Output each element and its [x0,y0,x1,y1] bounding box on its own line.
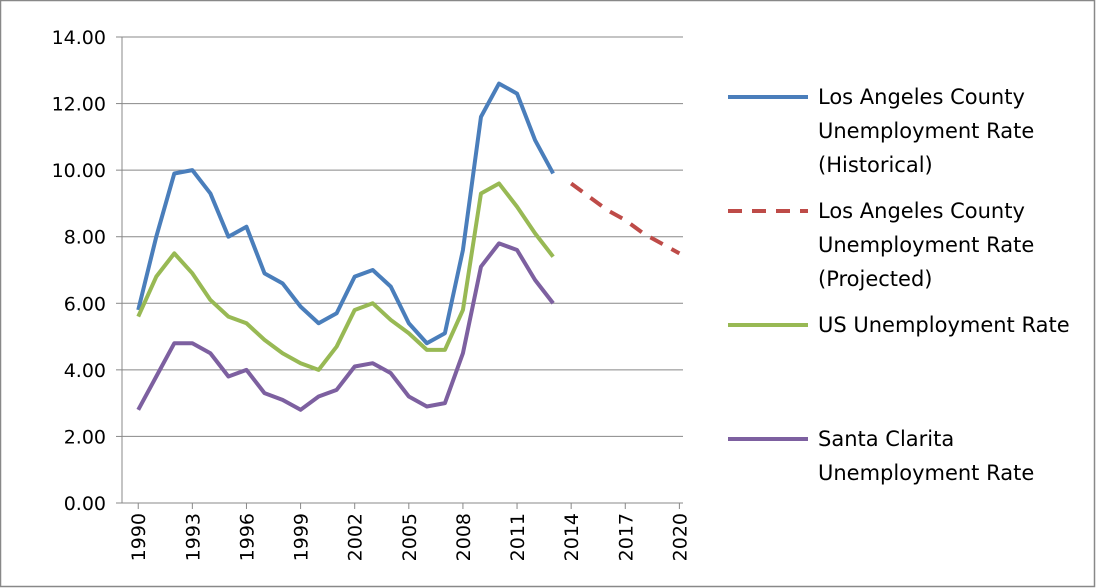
x-tick-label: 2017 [615,513,637,561]
series-line [569,181,681,256]
y-tick-label: 6.00 [64,293,106,315]
y-tick-label: 10.00 [52,160,106,182]
legend-label: US Unemployment Rate [818,313,1070,337]
legend-entry: Los Angeles County Unemployment Rate (Hi… [726,80,1086,194]
y-tick-label: 2.00 [64,426,106,448]
x-tick-label: 2002 [345,513,367,561]
y-tick-label: 4.00 [64,360,106,382]
x-tick-label: 1993 [182,513,204,561]
x-tick-label: 2020 [669,513,691,561]
x-tick-label: 1990 [128,513,150,561]
series-line [136,181,555,372]
legend-label: Los Angeles County Unemployment Rate (Hi… [818,85,1035,177]
legend-entry: Los Angeles County Unemployment Rate (Pr… [726,194,1086,308]
legend: Los Angeles County Unemployment Rate (Hi… [726,80,1086,536]
legend-swatch [728,209,808,213]
legend-swatch [728,323,808,327]
y-tick-label: 12.00 [52,94,106,116]
legend-swatch [728,95,808,99]
y-tick-label: 8.00 [64,227,106,249]
x-tick-label: 1996 [236,513,258,561]
legend-entry: Santa Clarita Unemployment Rate [726,422,1086,536]
legend-entry: US Unemployment Rate [726,308,1086,422]
x-tick-label: 2011 [507,513,529,561]
x-tick-label: 2005 [399,513,421,561]
x-tick-label: 2014 [561,513,583,561]
legend-swatch [728,437,808,441]
series-line [136,81,555,346]
y-tick-label: 0.00 [64,493,106,515]
series-line [136,241,555,412]
x-tick-label: 2008 [453,513,475,561]
x-tick-label: 1999 [291,513,313,561]
y-tick-label: 14.00 [52,27,106,49]
legend-label: Los Angeles County Unemployment Rate (Pr… [818,199,1035,291]
legend-label: Santa Clarita Unemployment Rate [818,427,1035,485]
